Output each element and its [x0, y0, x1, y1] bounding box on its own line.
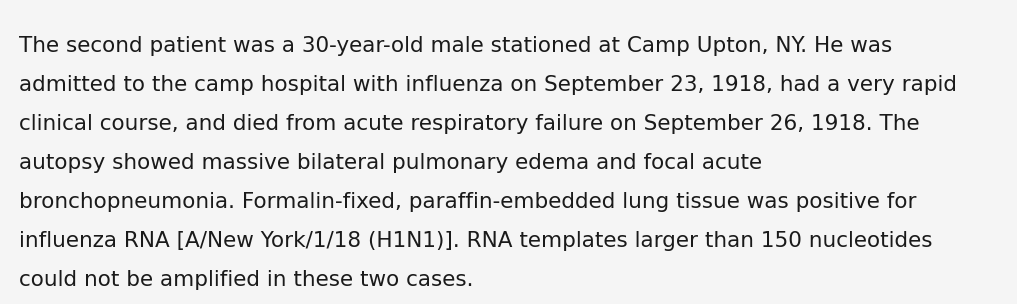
Text: autopsy showed massive bilateral pulmonary edema and focal acute: autopsy showed massive bilateral pulmona… [18, 153, 762, 173]
Text: could not be amplified in these two cases.: could not be amplified in these two case… [18, 270, 473, 290]
Text: bronchopneumonia. Formalin-fixed, paraffin-embedded lung tissue was positive for: bronchopneumonia. Formalin-fixed, paraff… [18, 192, 916, 212]
Text: influenza RNA [A/New York/1/18 (H1N1)]. RNA templates larger than 150 nucleotide: influenza RNA [A/New York/1/18 (H1N1)]. … [18, 231, 933, 251]
Text: clinical course, and died from acute respiratory failure on September 26, 1918. : clinical course, and died from acute res… [18, 114, 919, 134]
Text: The second patient was a 30-year-old male stationed at Camp Upton, NY. He was: The second patient was a 30-year-old mal… [18, 36, 892, 57]
Text: admitted to the camp hospital with influenza on September 23, 1918, had a very r: admitted to the camp hospital with influ… [18, 75, 957, 95]
